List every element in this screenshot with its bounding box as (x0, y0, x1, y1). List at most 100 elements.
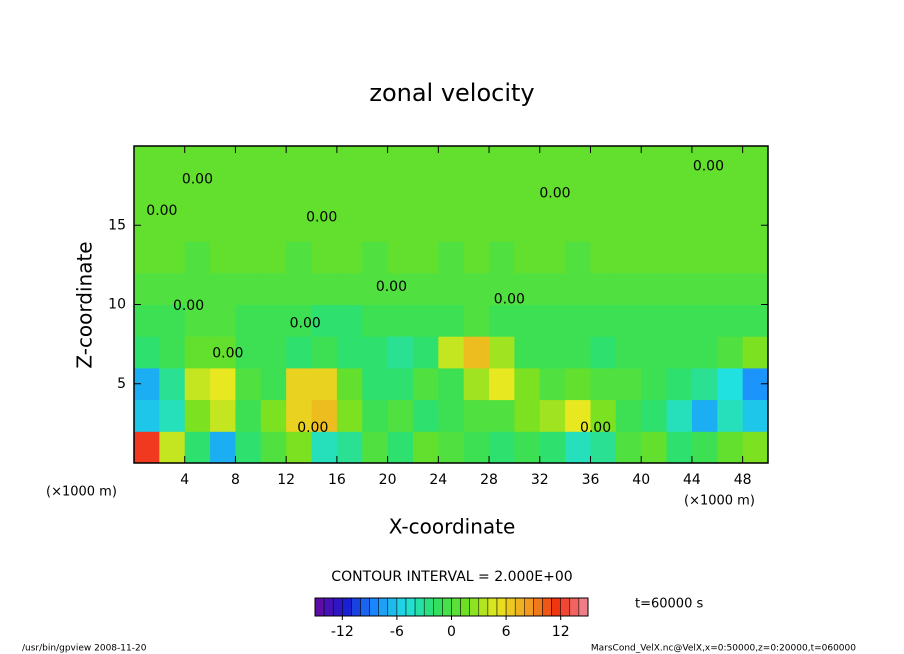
field-cell (159, 367, 186, 401)
field-cell (489, 146, 515, 179)
contour-label: 0.00 (146, 203, 177, 219)
field-cell (210, 177, 236, 210)
field-cell (489, 272, 515, 305)
field-cell (286, 399, 313, 432)
field-cell (489, 241, 515, 274)
colorbar-box (524, 597, 534, 617)
colorbar-box (460, 597, 470, 617)
colorbar-box (378, 597, 389, 617)
field-cell (184, 304, 211, 337)
field-cell (717, 177, 744, 210)
field-cell (615, 367, 642, 401)
field-cell (387, 177, 414, 210)
chart-title: zonal velocity (369, 79, 534, 107)
field-cell (717, 272, 744, 305)
field-cell (311, 241, 338, 274)
field-cell (463, 431, 490, 464)
field-cell (159, 431, 186, 464)
field-cell (260, 367, 287, 401)
colorbar-box (405, 597, 416, 617)
field-cell (134, 399, 160, 432)
colorbar-box (351, 597, 361, 617)
colorbar-box (369, 597, 379, 617)
colorbar-box (469, 597, 480, 617)
field-cell (412, 336, 439, 369)
field-cell (159, 272, 186, 305)
field-cell (235, 367, 262, 401)
field-cell (565, 146, 591, 179)
field-cell (717, 304, 744, 337)
x-tick-label: 28 (480, 472, 498, 488)
field-cell (336, 177, 363, 210)
field-cell (514, 272, 541, 305)
field-cell (615, 336, 642, 369)
field-cell (387, 146, 414, 179)
field-cell (260, 336, 287, 369)
field-cell (387, 209, 414, 242)
colorbar-box (360, 597, 370, 617)
field-cell (489, 304, 515, 337)
field-cell (590, 209, 617, 242)
field-cell (514, 241, 541, 274)
colorbar-box (533, 597, 543, 617)
field-cell (742, 146, 769, 179)
field-cell (336, 272, 363, 305)
field-cell (691, 367, 718, 401)
field-cell (362, 431, 389, 464)
contour-interval: CONTOUR INTERVAL = 2.000E+00 (331, 569, 572, 585)
field-cell (641, 431, 668, 464)
field-cell (362, 209, 389, 242)
contour-label: 0.00 (494, 292, 525, 308)
x-tick-label: 40 (632, 472, 650, 488)
field-cell (514, 336, 541, 369)
field-cell (362, 272, 389, 305)
field-cell (666, 209, 693, 242)
field-cell (539, 399, 566, 432)
field-cell (489, 336, 515, 369)
field-cell (235, 146, 262, 179)
field-cell (565, 272, 591, 305)
field-cell (286, 177, 313, 210)
field-cell (641, 209, 668, 242)
field-cell (590, 272, 617, 305)
field-cell (210, 304, 236, 337)
field-cell (691, 336, 718, 369)
field-cell (184, 146, 211, 179)
colorbar-box (487, 597, 498, 617)
field-cell (691, 209, 718, 242)
field-cell (438, 399, 465, 432)
colorbar-tick-label: 6 (502, 624, 511, 640)
colorbar-box (314, 597, 325, 617)
colorbar-box (505, 597, 516, 617)
field-cell (641, 272, 668, 305)
field-cell (666, 431, 693, 464)
field-cell (336, 304, 363, 337)
field-cell (159, 177, 186, 210)
colorbar-box (423, 597, 434, 617)
colorbar-box (514, 597, 525, 617)
field-cell (260, 399, 287, 432)
field-cell (565, 304, 591, 337)
field-cell (412, 177, 439, 210)
colorbar-box (451, 597, 461, 617)
field-cell (463, 336, 490, 369)
field-cell (691, 177, 718, 210)
field-cell (134, 272, 160, 305)
field-cell (184, 272, 211, 305)
field-cell (412, 431, 439, 464)
contour-label: 0.00 (539, 186, 570, 202)
field-cell (641, 241, 668, 274)
field-cell (184, 367, 211, 401)
field-cell (336, 399, 363, 432)
field-cell (235, 431, 262, 464)
colorbar-box (560, 597, 571, 617)
field-cell (336, 209, 363, 242)
field-cell (235, 209, 262, 242)
field-cell (565, 431, 591, 464)
field-cell (210, 209, 236, 242)
field-cell (311, 146, 338, 179)
x-tick-label: 4 (180, 472, 189, 488)
field-cell (742, 241, 769, 274)
field-cell (463, 304, 490, 337)
contour-label: 0.00 (290, 316, 321, 332)
